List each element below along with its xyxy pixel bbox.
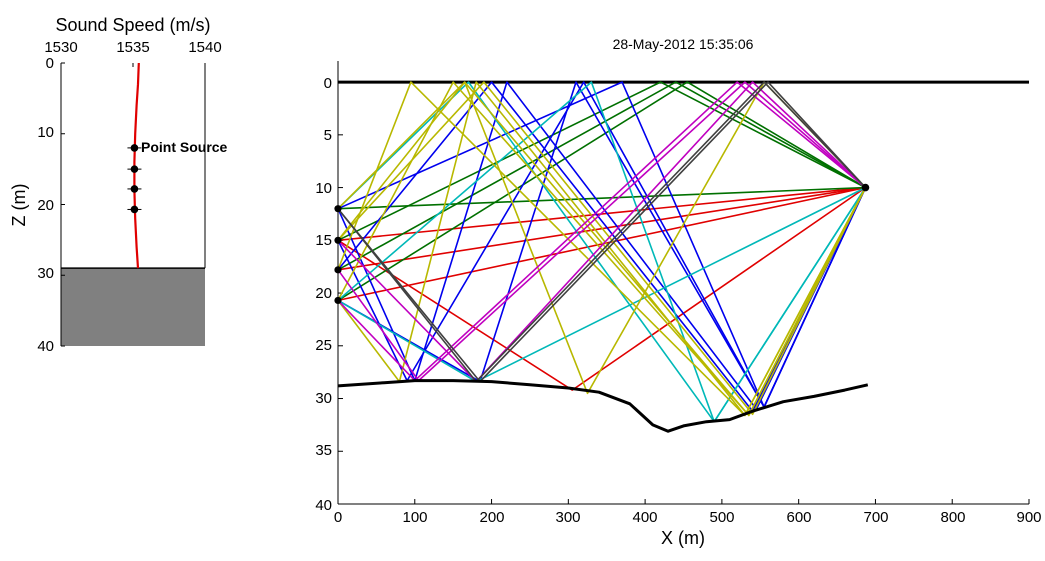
receiver-point [334, 266, 342, 274]
raytrace-ytick-label: 25 [315, 337, 332, 354]
ray-path [337, 81, 867, 383]
raytrace-ytick-label: 0 [324, 75, 332, 92]
receiver-point [334, 236, 342, 244]
raytrace-xtick-label: 900 [1016, 509, 1041, 526]
raytrace-ytick-label: 40 [315, 497, 332, 514]
ray-trace-panel: 28-May-2012 15:35:06 0 100 200 300 400 5… [315, 36, 1041, 548]
profile-xaxis-ticks: 1530 1535 1540 [44, 39, 221, 56]
raytrace-xtick-label: 800 [940, 509, 965, 526]
raytrace-ytick-label: 10 [315, 180, 332, 197]
profile-title: Sound Speed (m/s) [55, 15, 210, 35]
profile-ytick-label: 20 [37, 197, 54, 214]
raytrace-title: 28-May-2012 15:35:06 [613, 36, 754, 52]
source-point [861, 183, 870, 192]
raytrace-xtick-label: 0 [334, 509, 342, 526]
raytrace-ytick-label: 15 [315, 232, 332, 249]
raytrace-ytick-label: 5 [324, 127, 332, 144]
raytrace-plot-area [334, 61, 1030, 505]
ray-path [337, 81, 867, 383]
raytrace-xaxis-ticks: 0 100 200 300 400 500 600 700 800 900 [334, 509, 1042, 526]
raytrace-ytick-label: 20 [315, 285, 332, 302]
raytrace-ytick-label: 35 [315, 442, 332, 459]
raytrace-yaxis-ticks: 0 5 10 15 20 25 30 35 40 [315, 75, 332, 514]
raytrace-ytick-label: 30 [315, 390, 332, 407]
receiver-marker [130, 185, 139, 193]
ray-path [337, 186, 866, 210]
profile-xtick-label: 1530 [44, 39, 77, 56]
raytrace-xtick-label: 500 [709, 509, 734, 526]
profile-ytick-label: 10 [37, 124, 54, 141]
raytrace-xtick-label: 200 [479, 509, 504, 526]
profile-ylabel: Z (m) [9, 184, 29, 227]
receiver-marker [130, 205, 139, 214]
point-source-annotation: Point Source [141, 139, 228, 155]
sound-speed-profile-line [133, 62, 140, 269]
seabed-fill [61, 268, 205, 346]
receiver-marker [130, 165, 139, 173]
receiver-point [334, 296, 342, 305]
ray-path [337, 81, 867, 417]
ray-path [337, 186, 866, 391]
raytrace-xlabel: X (m) [661, 528, 705, 548]
ray-path [337, 81, 867, 382]
ray-path [337, 81, 866, 242]
receiver-point [334, 205, 342, 213]
ray-path [337, 81, 867, 417]
raytrace-xtick-label: 400 [632, 509, 657, 526]
profile-ytick-label: 0 [46, 55, 54, 72]
profile-xtick-label: 1540 [188, 39, 221, 56]
profile-ytick-label: 40 [37, 338, 54, 355]
sound-speed-panel: Sound Speed (m/s) 1530 1535 1540 0 10 20… [9, 15, 228, 355]
ray-path [337, 186, 866, 383]
profile-yaxis-ticks: 0 10 20 30 40 [37, 55, 54, 355]
ray-path [337, 81, 867, 382]
profile-xtick-label: 1535 [116, 39, 149, 56]
bathymetry-line [337, 379, 869, 433]
profile-plot-area [60, 62, 206, 347]
receiver-marker [130, 144, 139, 152]
ray-path [337, 81, 866, 271]
profile-ytick-label: 30 [37, 265, 54, 282]
ray-path [337, 81, 867, 416]
ray-path [337, 81, 866, 302]
raytrace-xtick-label: 300 [555, 509, 580, 526]
raytrace-xtick-label: 100 [402, 509, 427, 526]
raytrace-xtick-label: 600 [786, 509, 811, 526]
raytrace-xtick-label: 700 [863, 509, 888, 526]
ray-path [337, 81, 867, 423]
ray-path [337, 81, 867, 383]
